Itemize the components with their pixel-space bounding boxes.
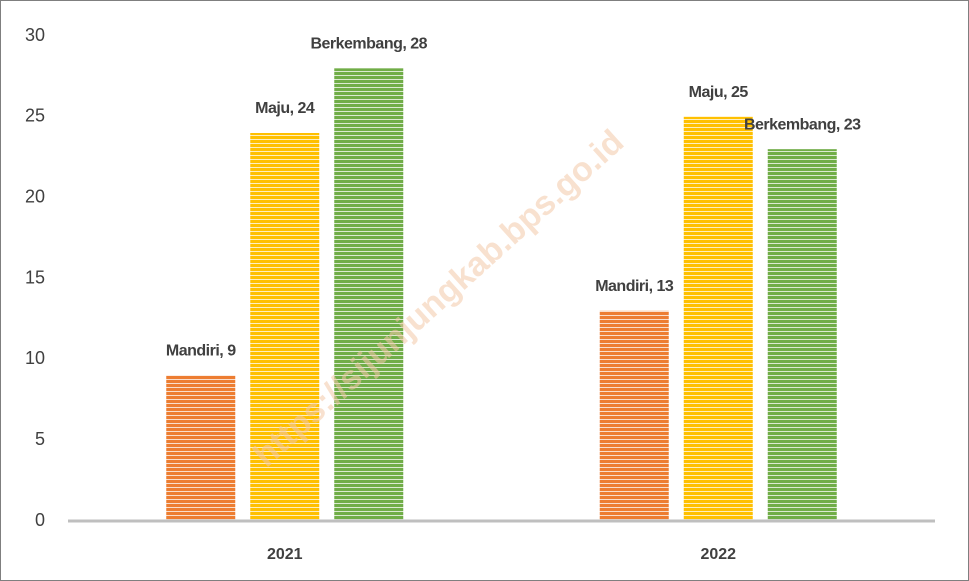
- y-tick-label: 5: [35, 429, 45, 449]
- data-label: Berkembang, 28: [310, 36, 427, 53]
- data-label: Maju, 24: [255, 100, 315, 117]
- y-tick-label: 15: [25, 267, 45, 287]
- y-tick-label: 10: [25, 348, 45, 368]
- y-tick-label: 0: [35, 510, 45, 530]
- bar: [250, 133, 320, 521]
- y-tick-label: 30: [25, 25, 45, 45]
- bar: [166, 375, 236, 521]
- x-tick-label: 2021: [267, 546, 303, 563]
- y-tick-label: 25: [25, 106, 45, 126]
- bar: [767, 149, 837, 521]
- data-label: Berkembang, 23: [744, 116, 861, 133]
- data-label: Maju, 25: [689, 84, 749, 101]
- y-tick-label: 20: [25, 186, 45, 206]
- x-tick-label: 2022: [700, 546, 736, 563]
- bar: [599, 310, 669, 521]
- bar: [683, 116, 753, 521]
- data-label: Mandiri, 13: [595, 278, 674, 295]
- bar: [334, 68, 404, 521]
- data-label: Mandiri, 9: [166, 343, 236, 360]
